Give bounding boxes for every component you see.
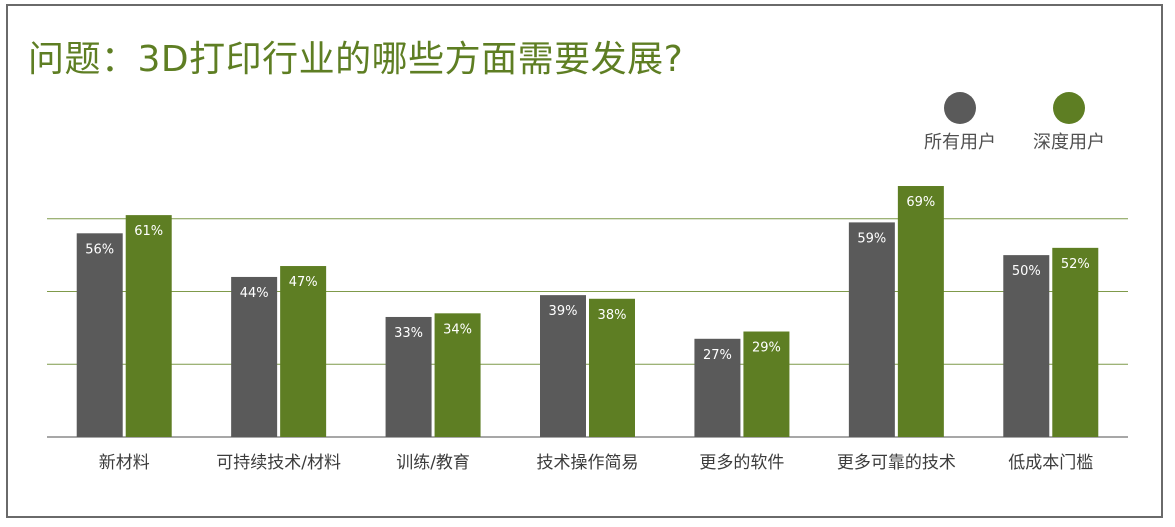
chart-title: 问题：3D打印行业的哪些方面需要发展? — [28, 39, 684, 80]
category-label: 技术操作简易 — [537, 453, 639, 473]
legend: 所有用户 深度用户 — [924, 92, 1105, 153]
bar-deep-users — [434, 313, 481, 437]
bar-all-users — [76, 233, 123, 437]
category-label: 可持续技术/材料 — [216, 453, 341, 473]
bar-value-label: 44% — [240, 286, 269, 301]
bar-value-label: 52% — [1061, 257, 1090, 272]
bar-all-users — [694, 338, 741, 437]
gridlines — [47, 218, 1128, 438]
bar-value-label: 34% — [443, 322, 472, 337]
bar-value-label: 38% — [598, 308, 627, 323]
bar-value-label: 50% — [1012, 264, 1041, 279]
bar-all-users — [231, 276, 278, 437]
bar-deep-users — [125, 215, 172, 437]
bar-value-label: 29% — [752, 341, 781, 356]
bar-value-label: 56% — [85, 242, 114, 257]
bar-value-label: 33% — [394, 326, 423, 341]
legend-swatch — [944, 92, 976, 124]
bar-all-users — [385, 316, 432, 437]
bar-deep-users — [897, 186, 944, 437]
bar-all-users — [1003, 255, 1050, 437]
bar-deep-users — [589, 298, 635, 437]
bars — [76, 186, 1099, 437]
category-label: 训练/教育 — [396, 453, 470, 473]
bar-all-users — [540, 295, 586, 437]
legend-label: 深度用户 — [1033, 132, 1105, 153]
bar-deep-users — [1052, 247, 1099, 437]
legend-swatch — [1053, 92, 1085, 124]
category-label: 更多的软件 — [699, 453, 784, 473]
bar-value-label: 61% — [134, 224, 163, 239]
category-label: 低成本门槛 — [1008, 453, 1093, 473]
bar-deep-users — [743, 331, 790, 437]
legend-label: 所有用户 — [924, 132, 996, 153]
category-label: 新材料 — [99, 453, 150, 473]
bar-value-label: 59% — [857, 231, 886, 246]
labels: 56% 61% 新材料 44% 47% 可持续技术/材料 33% 34% 训练/教育 39% 38%… — [85, 195, 1093, 473]
bar-value-label: 47% — [289, 275, 318, 290]
bar-value-label: 69% — [906, 195, 935, 210]
bar-value-label: 27% — [703, 348, 732, 363]
bar-all-users — [848, 222, 895, 437]
category-label: 更多可靠的技术 — [837, 453, 956, 473]
bar-deep-users — [280, 266, 327, 437]
bar-value-label: 39% — [549, 304, 578, 319]
